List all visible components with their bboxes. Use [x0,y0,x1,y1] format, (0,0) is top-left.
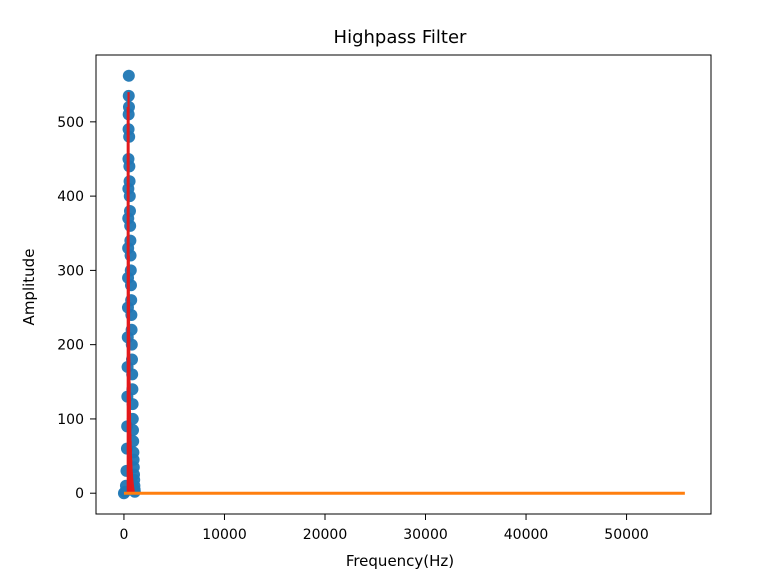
scatter-point-26 [124,219,137,232]
series-layer [117,69,685,500]
y-tick-label-1: 0 [75,486,84,502]
scatter-point-19 [122,69,135,82]
x-tick-label-6: 50000 [604,527,649,543]
y-tick-label-3: 200 [57,338,84,354]
scatter-point-25 [123,204,136,217]
scatter-point-27 [124,234,137,247]
plot-area [96,55,711,514]
plot-frame [95,54,712,515]
y-axis-label: Amplitude [20,249,38,326]
x-tick-label-2: 10000 [202,527,247,543]
chart-title: Highpass Filter [334,27,467,48]
scatter-point-28 [124,249,137,262]
x-axis-label: Frequency(Hz) [346,552,454,570]
y-tick-label-6: 500 [57,115,84,131]
x-tick-label-3: 20000 [303,527,348,543]
y-tick-label-4: 300 [57,263,84,279]
y-tick-label-2: 100 [57,412,84,428]
x-tick-label-1: 0 [119,527,128,543]
plot-layer: 0 10000 20000 30000 40000 50000 0 100 200 300 400 5… [57,54,712,543]
scatter-point-29 [124,264,137,277]
y-tick-label-5: 400 [57,189,84,205]
x-tick-label-4: 30000 [403,527,448,543]
scatter-point-24 [123,190,136,203]
x-tick-label-5: 40000 [504,527,549,543]
series-2 [126,92,135,494]
